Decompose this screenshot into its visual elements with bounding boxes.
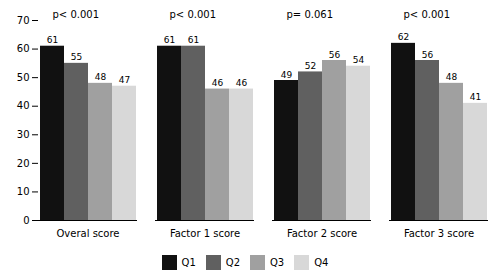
svg-text:Factor 1 score: Factor 1 score	[170, 228, 240, 239]
svg-text:Overal score: Overal score	[56, 228, 119, 239]
svg-text:70: 70	[17, 15, 30, 26]
svg-text:50: 50	[17, 72, 30, 83]
svg-text:47: 47	[119, 75, 130, 85]
svg-text:60: 60	[17, 43, 30, 54]
svg-text:p< 0.001: p< 0.001	[404, 9, 451, 20]
svg-text:52: 52	[305, 61, 316, 71]
svg-text:46: 46	[212, 78, 224, 88]
html-text:Q4: Q4	[314, 257, 329, 268]
svg-text:p< 0.001: p< 0.001	[53, 9, 100, 20]
svg-text:Factor 2 score: Factor 2 score	[287, 228, 357, 239]
svg-text:p= 0.061: p= 0.061	[287, 9, 334, 20]
svg-text:46: 46	[236, 78, 248, 88]
svg-text:56: 56	[422, 50, 434, 60]
svg-text:48: 48	[95, 72, 107, 82]
svg-text:41: 41	[470, 92, 481, 102]
html-text:Q2: Q2	[225, 257, 240, 268]
svg-text:40: 40	[17, 100, 30, 111]
svg-text:54: 54	[353, 55, 365, 65]
svg-text:10: 10	[17, 186, 30, 197]
svg-text:56: 56	[329, 50, 341, 60]
svg-text:p< 0.001: p< 0.001	[170, 9, 217, 20]
svg-text:49: 49	[281, 70, 293, 80]
svg-text:61: 61	[164, 35, 175, 45]
html-text:Q3: Q3	[270, 257, 285, 268]
svg-text:62: 62	[398, 32, 409, 42]
svg-text:Factor 3 score: Factor 3 score	[404, 228, 474, 239]
html-text:Q1: Q1	[181, 257, 196, 268]
svg-text:61: 61	[188, 35, 199, 45]
svg-text:30: 30	[17, 129, 30, 140]
svg-text:20: 20	[17, 158, 30, 169]
svg-text:48: 48	[446, 72, 458, 82]
svg-text:55: 55	[71, 52, 82, 62]
svg-text:61: 61	[47, 35, 58, 45]
svg-text:0: 0	[23, 215, 29, 226]
